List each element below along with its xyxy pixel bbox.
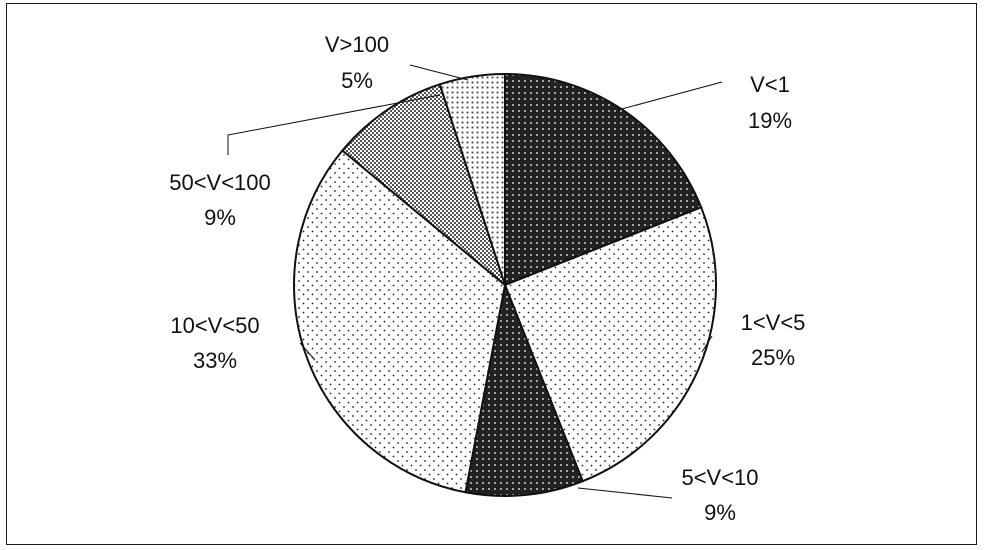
chart-frame — [6, 3, 977, 545]
pie-slices — [293, 72, 717, 497]
pie-slice-0 — [504, 72, 703, 287]
leader-line-2 — [577, 487, 673, 499]
slice-label-0: V<1 — [750, 72, 790, 97]
slice-percent-0: 19% — [748, 108, 792, 133]
pie-slice-2 — [464, 281, 584, 497]
leader-lines — [227, 64, 723, 499]
slice-label-1: 1<V<5 — [741, 310, 806, 335]
slice-labels: V<1 19% 1<V<5 25% 5<V<10 9% 10<V<50 33% 50<V<100… — [169, 32, 805, 525]
slice-percent-3: 33% — [193, 348, 237, 373]
leader-line-3 — [299, 342, 316, 361]
leader-line-1 — [701, 335, 713, 353]
pie-slice-5 — [438, 72, 506, 286]
slice-percent-4: 9% — [204, 205, 236, 230]
pie-slice-3 — [293, 149, 507, 494]
slice-label-4: 50<V<100 — [169, 170, 271, 195]
slice-label-2: 5<V<10 — [681, 465, 758, 490]
slice-label-3: 10<V<50 — [170, 313, 259, 338]
leader-line-5 — [409, 64, 469, 81]
slice-percent-1: 25% — [751, 345, 795, 370]
slice-percent-2: 9% — [704, 500, 736, 525]
slice-percent-5: 5% — [341, 68, 373, 93]
slice-label-5: V>100 — [325, 32, 389, 57]
pie-slice-1 — [503, 206, 717, 483]
leader-line-4 — [227, 94, 441, 155]
leader-line-0 — [617, 81, 723, 111]
pie-slice-4 — [341, 83, 508, 288]
